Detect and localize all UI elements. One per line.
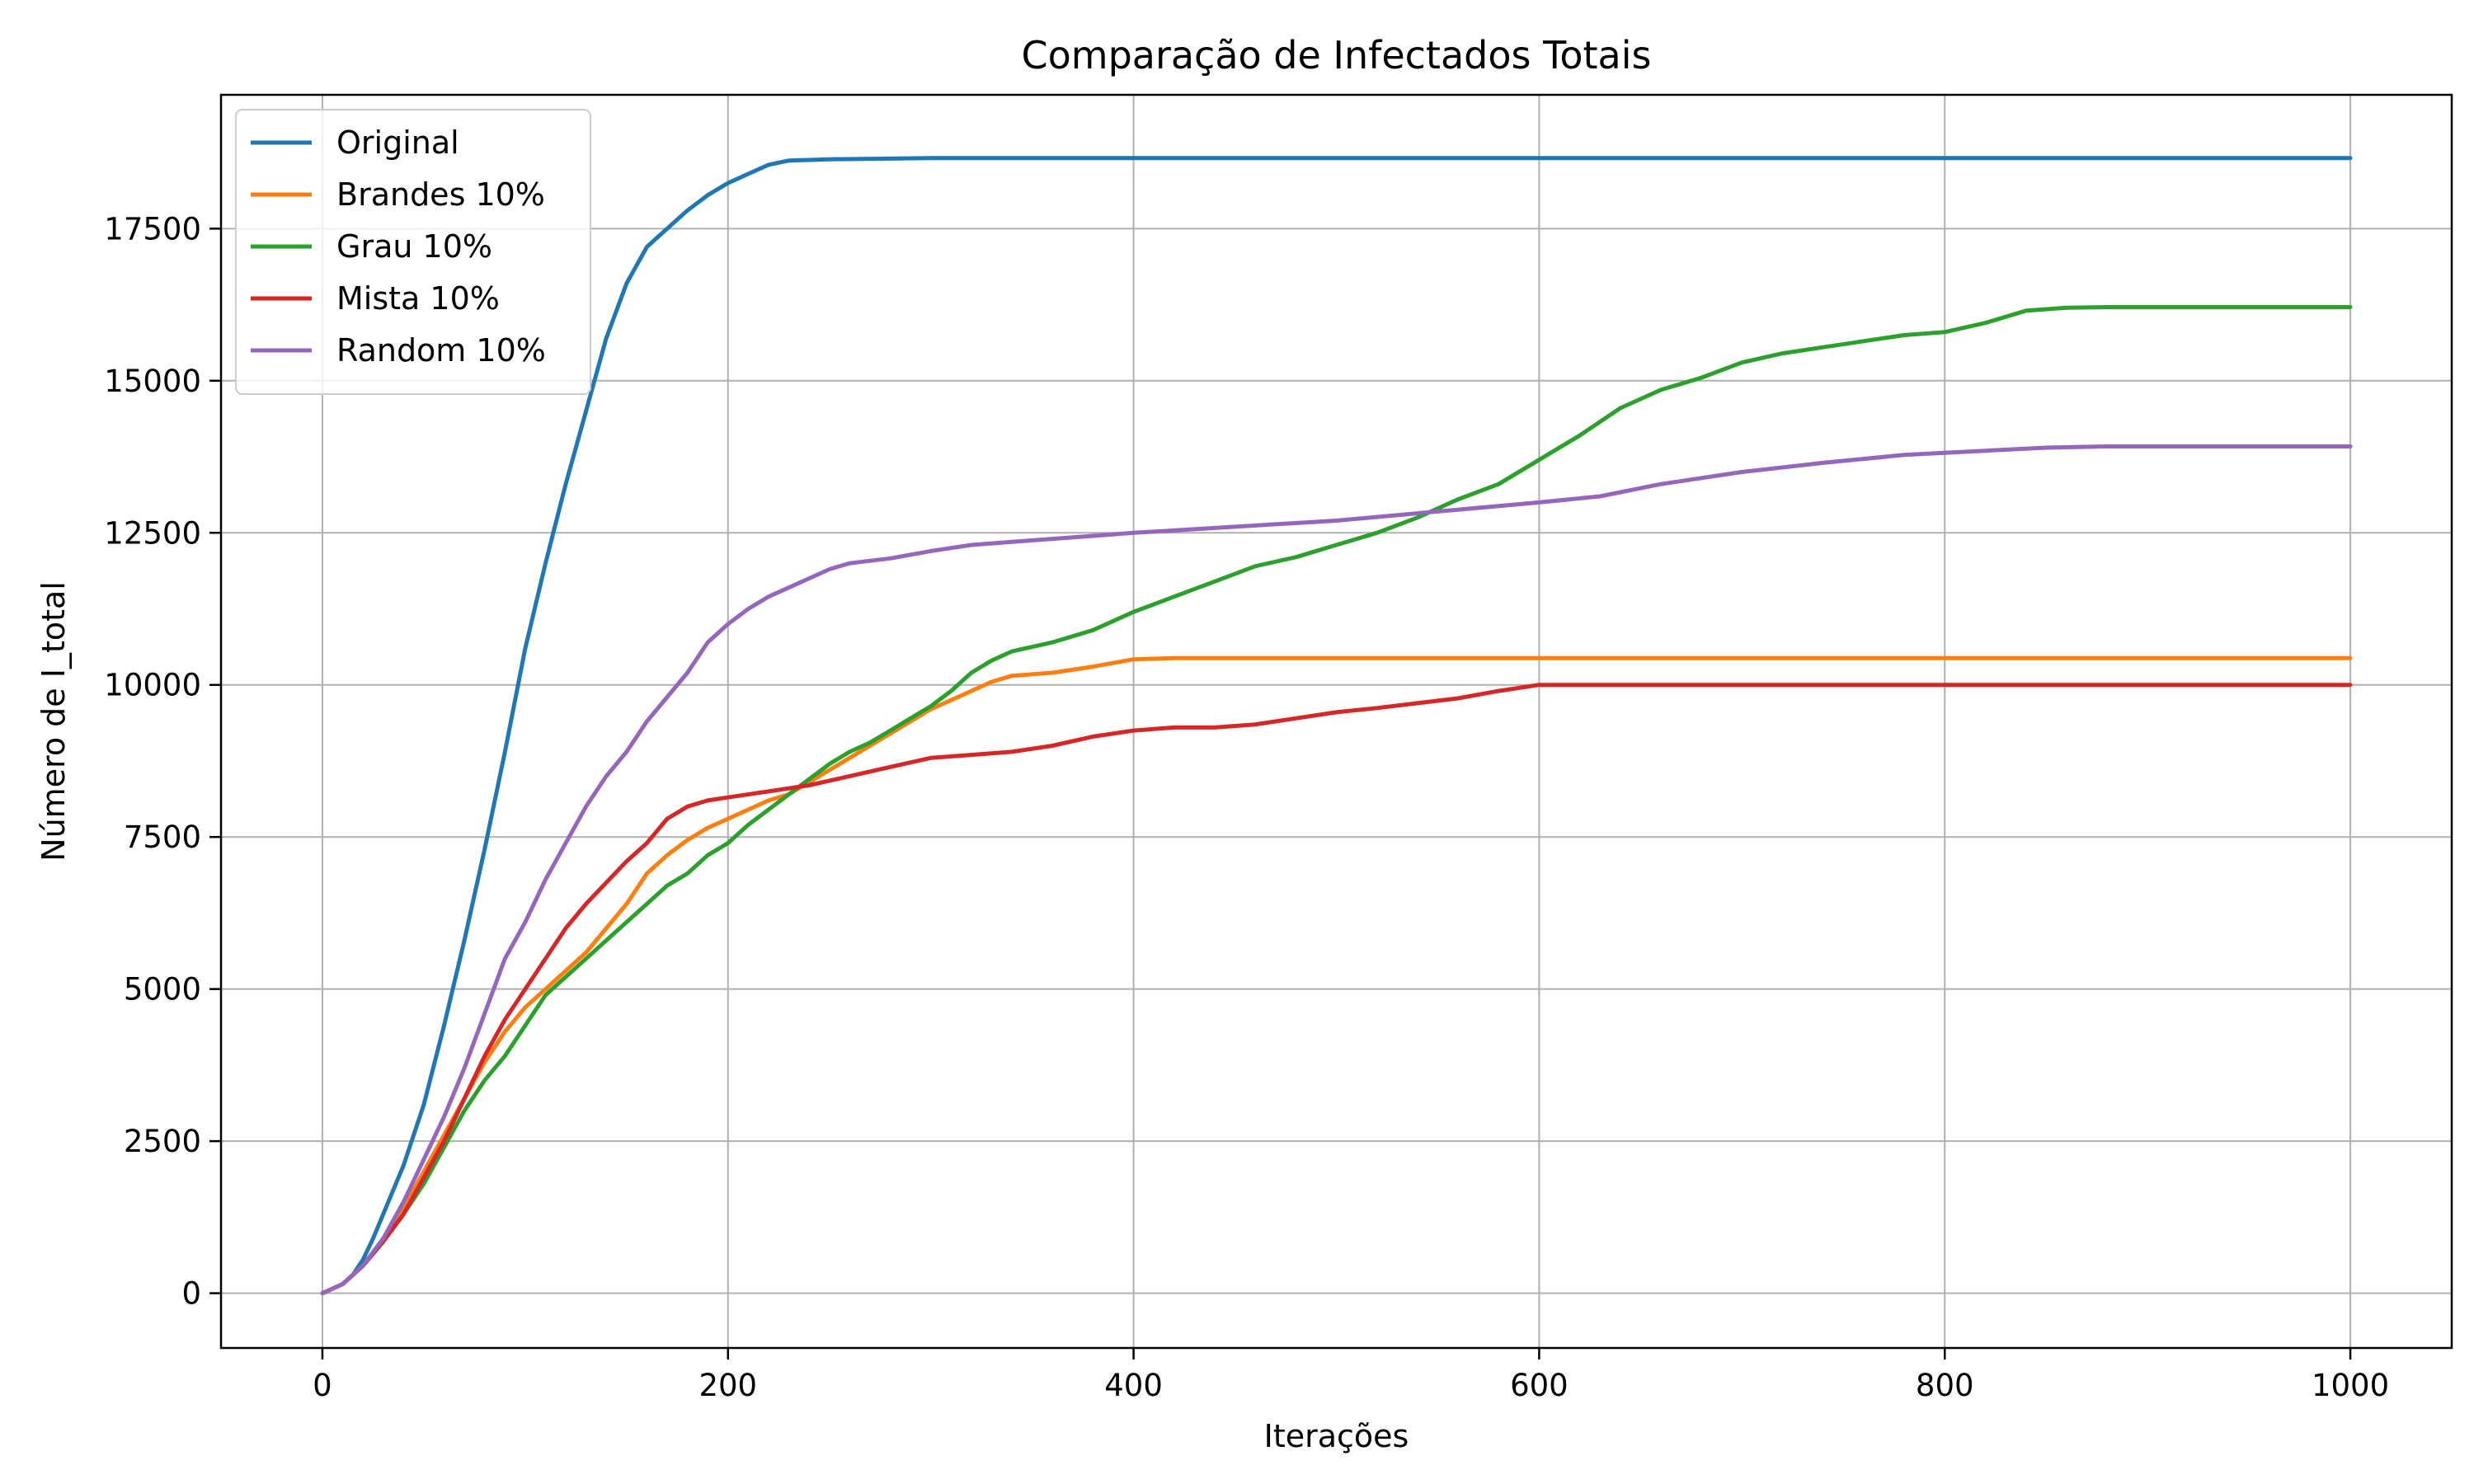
y-tick-label: 2500 <box>124 1124 201 1159</box>
y-tick-label: 0 <box>181 1276 201 1312</box>
legend-label: Brandes 10% <box>336 176 545 213</box>
x-tick-label: 1000 <box>2312 1368 2389 1403</box>
y-tick-label: 17500 <box>104 211 201 247</box>
series-line-grau-10 <box>320 305 2353 1296</box>
y-tick-label: 7500 <box>124 819 201 855</box>
series-lines <box>320 156 2353 1296</box>
y-tick-label: 15000 <box>104 364 201 399</box>
legend-label: Original <box>336 124 459 161</box>
x-tick-label: 800 <box>1916 1368 1974 1403</box>
series-line-original <box>320 156 2353 1296</box>
plot-frame <box>219 93 2453 1350</box>
y-tick-label: 10000 <box>104 668 201 703</box>
axis-ticks: 0 200 400 600 800 100002500500075001000012500… <box>104 211 2389 1403</box>
series-line-random-10 <box>320 444 2353 1296</box>
x-tick-label: 600 <box>1510 1368 1569 1403</box>
chart-title: Comparação de Infectados Totais <box>1022 33 1652 77</box>
legend-label: Grau 10% <box>336 228 492 265</box>
x-tick-label: 0 <box>313 1368 332 1403</box>
legend: Original Brandes 10% Grau 10% Mista 10% Rand… <box>235 109 591 395</box>
y-axis-label: Número de I_total <box>35 581 72 862</box>
legend-box <box>235 109 591 395</box>
y-tick-label: 12500 <box>104 515 201 551</box>
series-line-mista-10 <box>320 683 2353 1296</box>
x-axis-label: Iterações <box>1264 1418 1409 1454</box>
legend-label: Random 10% <box>336 332 546 369</box>
x-tick-label: 400 <box>1104 1368 1163 1403</box>
x-tick-label: 200 <box>698 1368 757 1403</box>
y-tick-label: 5000 <box>124 972 201 1007</box>
legend-label: Mista 10% <box>336 280 500 317</box>
